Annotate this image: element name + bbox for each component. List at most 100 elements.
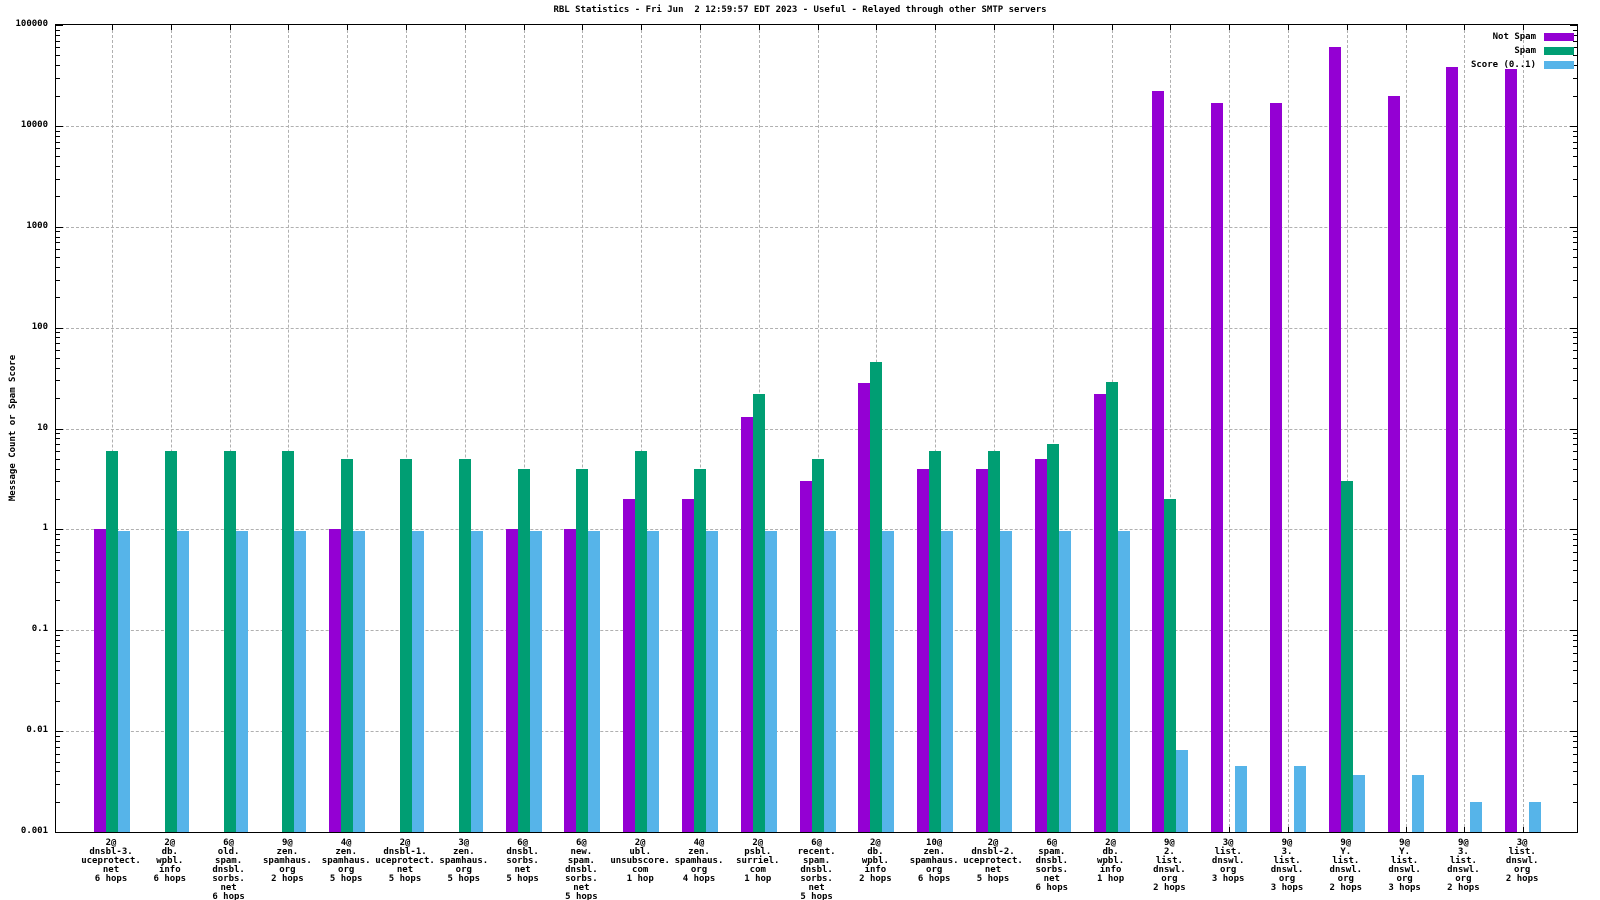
bar-spam-9 — [635, 450, 648, 832]
v-gridline — [112, 25, 113, 832]
bar-score-21 — [1352, 774, 1365, 832]
y-tick — [1570, 731, 1577, 733]
bar-not_spam-7 — [505, 529, 518, 832]
x-category-label: 9@ zen. spamhaus. org 2 hops — [263, 838, 312, 884]
y-tick — [56, 468, 60, 470]
y-tick-label: 100 — [31, 321, 48, 332]
bar-not_spam-8 — [564, 529, 577, 832]
y-tick — [1573, 242, 1577, 244]
y-tick — [1573, 350, 1577, 351]
x-tick — [523, 25, 525, 30]
v-gridline — [464, 25, 466, 832]
y-tick — [1573, 231, 1577, 233]
legend-row: Not Spam — [1471, 30, 1574, 44]
x-category-label: 2@ dnsbl-3. uceprotect. net 6 hops — [81, 838, 141, 884]
y-tick — [1573, 801, 1577, 803]
y-tick — [1573, 468, 1577, 470]
v-gridline — [1405, 25, 1407, 832]
y-tick — [1570, 630, 1577, 632]
y-tick — [1573, 700, 1577, 702]
x-tick — [112, 25, 113, 30]
v-gridline — [1229, 25, 1231, 832]
v-gridline — [817, 25, 819, 832]
y-tick — [56, 226, 63, 228]
x-tick — [1523, 25, 1525, 30]
bar-spam-12 — [811, 458, 824, 832]
bar-score-15 — [1000, 530, 1012, 832]
y-tick — [1573, 337, 1577, 339]
y-tick-label: 1000 — [26, 220, 48, 231]
bar-not_spam-4 — [329, 529, 342, 832]
bar-spam-16 — [1046, 444, 1059, 832]
y-tick — [56, 279, 60, 281]
v-gridline — [994, 25, 995, 832]
h-gridline — [56, 327, 1577, 329]
y-tick — [1570, 428, 1577, 430]
x-category-label: 2@ ubl. unsubscore. com 1 hop — [610, 838, 670, 884]
y-tick — [1570, 832, 1577, 833]
bar-spam-5 — [400, 458, 412, 832]
y-tick-label: 10 — [37, 422, 48, 433]
x-tick — [1052, 25, 1054, 30]
x-tick — [1464, 827, 1466, 832]
y-tick — [56, 652, 60, 654]
bar-score-11 — [764, 530, 777, 832]
x-tick — [1170, 25, 1172, 30]
v-gridline — [1346, 25, 1348, 832]
x-category-label: 9@ 3. list. dnswl. org 3 hops — [1270, 838, 1304, 893]
x-category-label: 9@ Y. list. dnswl. org 2 hops — [1329, 838, 1363, 893]
y-tick — [1573, 343, 1577, 345]
y-tick — [56, 65, 60, 67]
y-tick — [56, 670, 60, 672]
y-tick — [56, 327, 63, 329]
bar-not_spam-16 — [1034, 458, 1047, 832]
x-tick — [1464, 25, 1466, 30]
x-tick — [288, 25, 290, 30]
y-tick — [1573, 249, 1577, 251]
y-tick — [56, 130, 60, 132]
y-tick — [1570, 25, 1577, 26]
bar-score-13 — [882, 530, 895, 832]
y-tick — [56, 753, 60, 755]
y-tick — [56, 534, 60, 535]
y-tick — [1573, 135, 1577, 137]
y-tick — [56, 559, 60, 561]
y-tick — [1570, 125, 1577, 127]
v-gridline — [700, 25, 701, 832]
y-tick — [1573, 444, 1577, 446]
x-category-label: 4@ zen. spamhaus. org 4 hops — [674, 838, 724, 884]
chart-title: RBL Statistics - Fri Jun 2 12:59:57 EDT … — [553, 5, 1047, 15]
bar-not_spam-9 — [623, 499, 636, 832]
y-tick — [56, 801, 60, 803]
x-tick — [406, 25, 407, 30]
bar-not_spam-12 — [799, 481, 812, 832]
y-tick — [56, 249, 60, 251]
x-category-label: 2@ dnsbl-1. uceprotect. net 5 hops — [375, 838, 435, 884]
y-tick — [56, 148, 60, 150]
y-tick-label: 0.01 — [26, 725, 48, 736]
y-tick — [56, 231, 60, 233]
bar-not_spam-15 — [976, 468, 988, 832]
y-tick — [56, 433, 60, 435]
x-category-label: 3@ list. dnswl. org 3 hops — [1211, 838, 1245, 884]
y-tick — [56, 545, 60, 546]
x-tick — [464, 25, 466, 30]
y-tick — [1573, 148, 1577, 150]
y-tick-label: 10000 — [20, 119, 48, 130]
bar-spam-15 — [988, 450, 1000, 832]
x-category-label: 6@ new. spam. dnsbl. sorbs. net 5 hops — [565, 838, 598, 900]
bar-not_spam-19 — [1211, 102, 1224, 832]
y-tick — [56, 95, 60, 97]
y-tick — [56, 398, 60, 400]
y-tick — [1573, 539, 1577, 541]
y-tick — [56, 481, 60, 483]
x-tick — [229, 25, 231, 30]
y-tick — [56, 761, 60, 763]
y-tick — [56, 735, 60, 737]
y-tick — [1573, 279, 1577, 281]
bar-score-7 — [529, 530, 542, 832]
y-tick — [56, 350, 60, 351]
x-category-label: 6@ dnsbl. sorbs. net 5 hops — [506, 838, 539, 884]
h-gridline — [56, 226, 1577, 228]
bar-spam-18 — [1164, 499, 1177, 832]
